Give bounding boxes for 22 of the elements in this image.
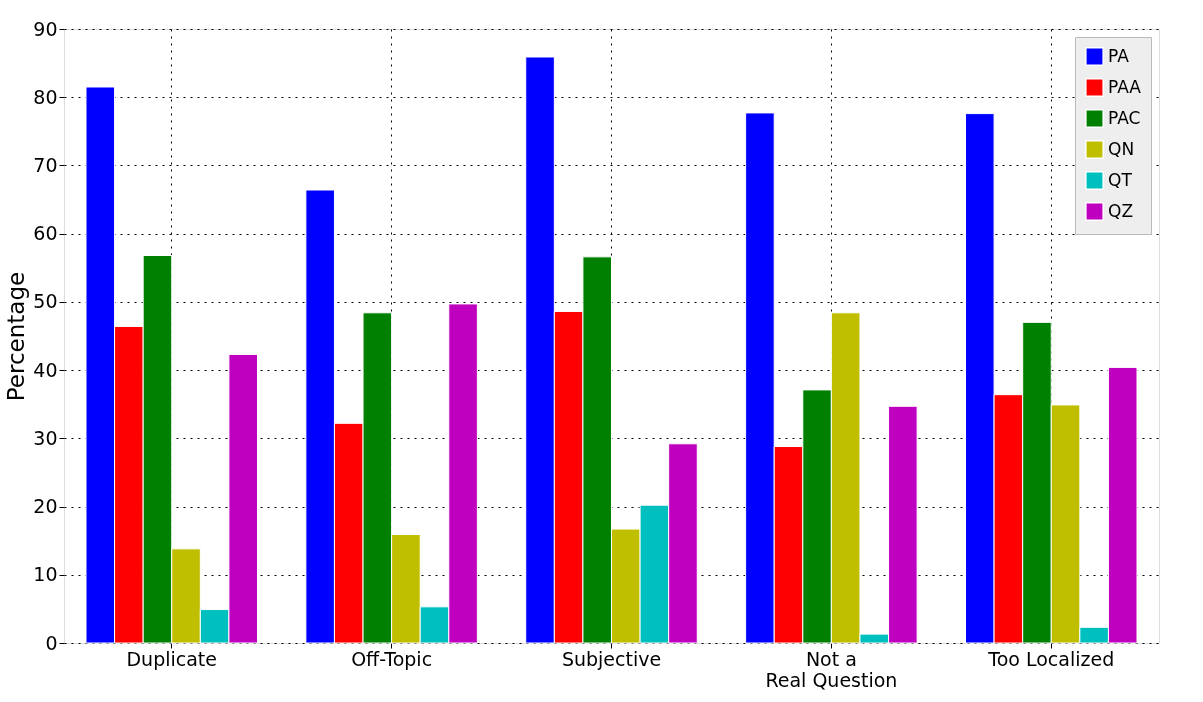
y-tick-label: 70 bbox=[33, 153, 58, 176]
legend-label: PA bbox=[1108, 45, 1130, 66]
x-tick-label: Too Localized bbox=[987, 647, 1115, 670]
y-axis-title: Percentage bbox=[3, 271, 30, 402]
x-tick-label: Off-Topic bbox=[351, 647, 433, 670]
x-tick-label: Subjective bbox=[561, 647, 662, 670]
y-tick-label: 90 bbox=[33, 17, 58, 40]
y-tick-label: 50 bbox=[33, 290, 58, 313]
legend-label: PAA bbox=[1108, 76, 1142, 97]
x-tick-label: Not a Real Question bbox=[765, 647, 898, 691]
y-tick-label: 20 bbox=[33, 495, 58, 518]
y-tick-label: 40 bbox=[33, 358, 58, 381]
y-tick-label: 0 bbox=[45, 631, 58, 654]
legend-label: QZ bbox=[1108, 200, 1134, 221]
y-tick-label: 30 bbox=[33, 426, 58, 449]
legend-label: QT bbox=[1108, 169, 1133, 190]
legend-label: QN bbox=[1108, 138, 1135, 159]
y-tick-label: 10 bbox=[33, 563, 58, 586]
x-tick-label: Duplicate bbox=[126, 647, 218, 670]
y-tick-label: 60 bbox=[33, 222, 58, 245]
legend-label: PAC bbox=[1108, 107, 1141, 128]
y-tick-label: 80 bbox=[33, 85, 58, 108]
